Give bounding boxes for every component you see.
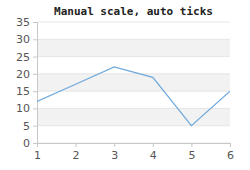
tick-label: 4 — [150, 149, 157, 162]
tick: 6 — [227, 143, 234, 162]
tick: 10 — [16, 102, 37, 115]
tick-mark — [230, 143, 231, 147]
tick-mark — [33, 108, 37, 109]
grid-line — [37, 73, 230, 74]
tick-label: 35 — [16, 16, 30, 29]
tick-label: 15 — [16, 85, 30, 98]
tick-mark — [33, 126, 37, 127]
y-axis: 0 5 10 15 20 25 30 35 — [16, 16, 38, 150]
tick-label: 0 — [23, 137, 30, 150]
tick-mark — [76, 143, 77, 147]
tick-mark — [33, 39, 37, 40]
tick: 3 — [111, 143, 118, 162]
grid-band — [37, 39, 230, 56]
tick: 2 — [73, 143, 80, 162]
grid-line — [37, 22, 230, 23]
tick-mark — [33, 74, 37, 75]
tick-mark — [33, 91, 37, 92]
data-line — [37, 67, 230, 126]
tick: 5 — [188, 143, 195, 162]
tick: 30 — [16, 33, 37, 46]
tick-label: 25 — [16, 51, 30, 64]
tick-mark — [33, 57, 37, 58]
plot-area — [37, 67, 230, 126]
axis-line — [33, 23, 38, 144]
tick-mark — [33, 143, 37, 144]
tick-label: 3 — [111, 149, 118, 162]
tick-mark — [33, 22, 37, 23]
grid-line — [37, 91, 230, 92]
grid-line — [37, 125, 230, 126]
grid-line — [37, 108, 230, 109]
axis-line — [38, 144, 231, 148]
tick: 0 — [23, 137, 37, 150]
title: Manual scale, auto ticks — [54, 5, 213, 18]
tick: 4 — [150, 143, 157, 162]
tick-label: 5 — [23, 120, 30, 133]
tick-label: 5 — [188, 149, 195, 162]
tick-label: 6 — [227, 149, 234, 162]
tick-label: 1 — [34, 149, 41, 162]
grid-line — [37, 39, 230, 40]
tick-label: 20 — [16, 68, 30, 81]
tick: 35 — [16, 16, 37, 29]
tick: 20 — [16, 68, 37, 81]
tick-mark — [153, 143, 154, 147]
tick: 25 — [16, 51, 37, 64]
tick-mark — [114, 143, 115, 147]
x-axis: 1 2 3 4 5 6 — [34, 143, 234, 162]
grid — [37, 22, 230, 143]
tick: 1 — [34, 143, 41, 162]
tick-mark — [191, 143, 192, 147]
chart: 1 2 3 4 5 6 0 5 10 15 20 25 30 35 Manual scale, auto t… — [0, 0, 250, 170]
tick: 15 — [16, 85, 37, 98]
grid-line — [37, 56, 230, 57]
tick-label: 30 — [16, 33, 30, 46]
tick: 5 — [23, 120, 37, 133]
tick-label: 10 — [16, 102, 30, 115]
tick-label: 2 — [73, 149, 80, 162]
